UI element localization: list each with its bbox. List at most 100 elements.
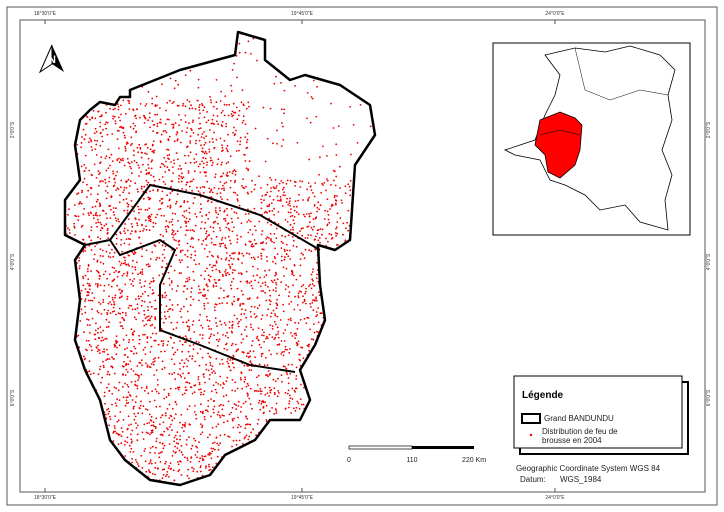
fire-point	[112, 306, 115, 309]
fire-point	[90, 187, 93, 190]
fire-point	[191, 121, 194, 123]
fire-point	[254, 356, 256, 359]
fire-point	[119, 411, 122, 413]
fire-point	[105, 111, 107, 114]
fire-point	[172, 353, 175, 356]
fire-point	[177, 240, 180, 243]
fire-point	[328, 233, 331, 235]
fire-point	[126, 275, 128, 277]
fire-point	[260, 207, 263, 210]
fire-point	[123, 272, 125, 275]
fire-point	[118, 296, 121, 299]
fire-point	[219, 434, 222, 437]
fire-point	[191, 444, 194, 447]
fire-point	[289, 205, 291, 207]
fire-point	[107, 383, 110, 385]
fire-point	[97, 270, 99, 273]
fire-point	[227, 227, 230, 230]
fire-point	[225, 125, 228, 128]
fire-point	[304, 248, 307, 251]
fire-point	[223, 322, 226, 324]
fire-point	[84, 300, 86, 303]
fire-point	[289, 348, 291, 350]
fire-point	[291, 363, 293, 366]
fire-point	[205, 315, 208, 318]
fire-point	[180, 445, 183, 447]
fire-point	[137, 379, 139, 381]
fire-point	[116, 129, 119, 132]
fire-point	[145, 323, 148, 326]
fire-point	[224, 237, 227, 239]
fire-point	[313, 299, 316, 302]
fire-point	[109, 312, 112, 315]
fire-point	[226, 331, 229, 334]
fire-point	[182, 102, 185, 105]
fire-point	[199, 112, 201, 115]
fire-point	[202, 239, 205, 242]
fire-point	[246, 221, 249, 223]
fire-point	[221, 161, 223, 164]
fire-point	[189, 229, 192, 232]
fire-point	[134, 401, 137, 404]
fire-point	[174, 387, 177, 390]
fire-point	[152, 424, 155, 426]
fire-point	[165, 305, 168, 307]
fire-point	[118, 201, 121, 204]
fire-point	[259, 285, 262, 288]
fire-point	[248, 423, 251, 426]
fire-point	[105, 326, 108, 329]
fire-point	[138, 342, 141, 345]
fire-point	[189, 180, 192, 183]
fire-point	[103, 395, 106, 398]
fire-point	[219, 229, 222, 232]
fire-point	[172, 328, 175, 331]
fire-point	[120, 435, 123, 438]
fire-point	[183, 200, 186, 202]
fire-point	[132, 127, 135, 130]
fire-point	[165, 460, 167, 463]
fire-point	[212, 141, 214, 144]
fire-point	[242, 115, 245, 118]
fire-point	[334, 202, 337, 205]
fire-point	[155, 405, 158, 408]
fire-point	[90, 173, 93, 176]
fire-point	[247, 231, 250, 234]
fire-point	[147, 119, 149, 122]
fire-point	[125, 399, 128, 402]
fire-point	[146, 146, 149, 149]
fire-point	[213, 187, 216, 189]
fire-point	[164, 226, 167, 228]
fire-point	[149, 301, 151, 304]
fire-point	[148, 198, 151, 201]
fire-point	[153, 374, 156, 376]
fire-point	[137, 205, 139, 208]
fire-point	[200, 403, 202, 406]
fire-point	[270, 179, 273, 181]
fire-point	[280, 255, 283, 258]
fire-point	[173, 269, 176, 272]
fire-point	[137, 273, 140, 276]
fire-point	[334, 184, 337, 187]
fire-point	[145, 470, 148, 473]
fire-point	[265, 404, 268, 407]
fire-point	[98, 274, 101, 277]
fire-point	[204, 150, 207, 153]
fire-point	[169, 336, 172, 339]
fire-point	[162, 163, 165, 166]
fire-point	[246, 298, 249, 300]
fire-point	[205, 232, 208, 235]
fire-point	[106, 353, 109, 356]
fire-point	[88, 244, 91, 247]
fire-point	[208, 452, 211, 454]
fire-point	[117, 419, 120, 422]
fire-point	[111, 266, 114, 269]
fire-point	[136, 307, 139, 309]
graticule-label: 18°30'0"E	[34, 495, 57, 501]
fire-point	[268, 203, 271, 206]
fire-point	[134, 308, 137, 311]
fire-point	[159, 207, 162, 210]
fire-point	[185, 217, 188, 220]
fire-point	[213, 278, 216, 281]
fire-point	[245, 270, 248, 273]
